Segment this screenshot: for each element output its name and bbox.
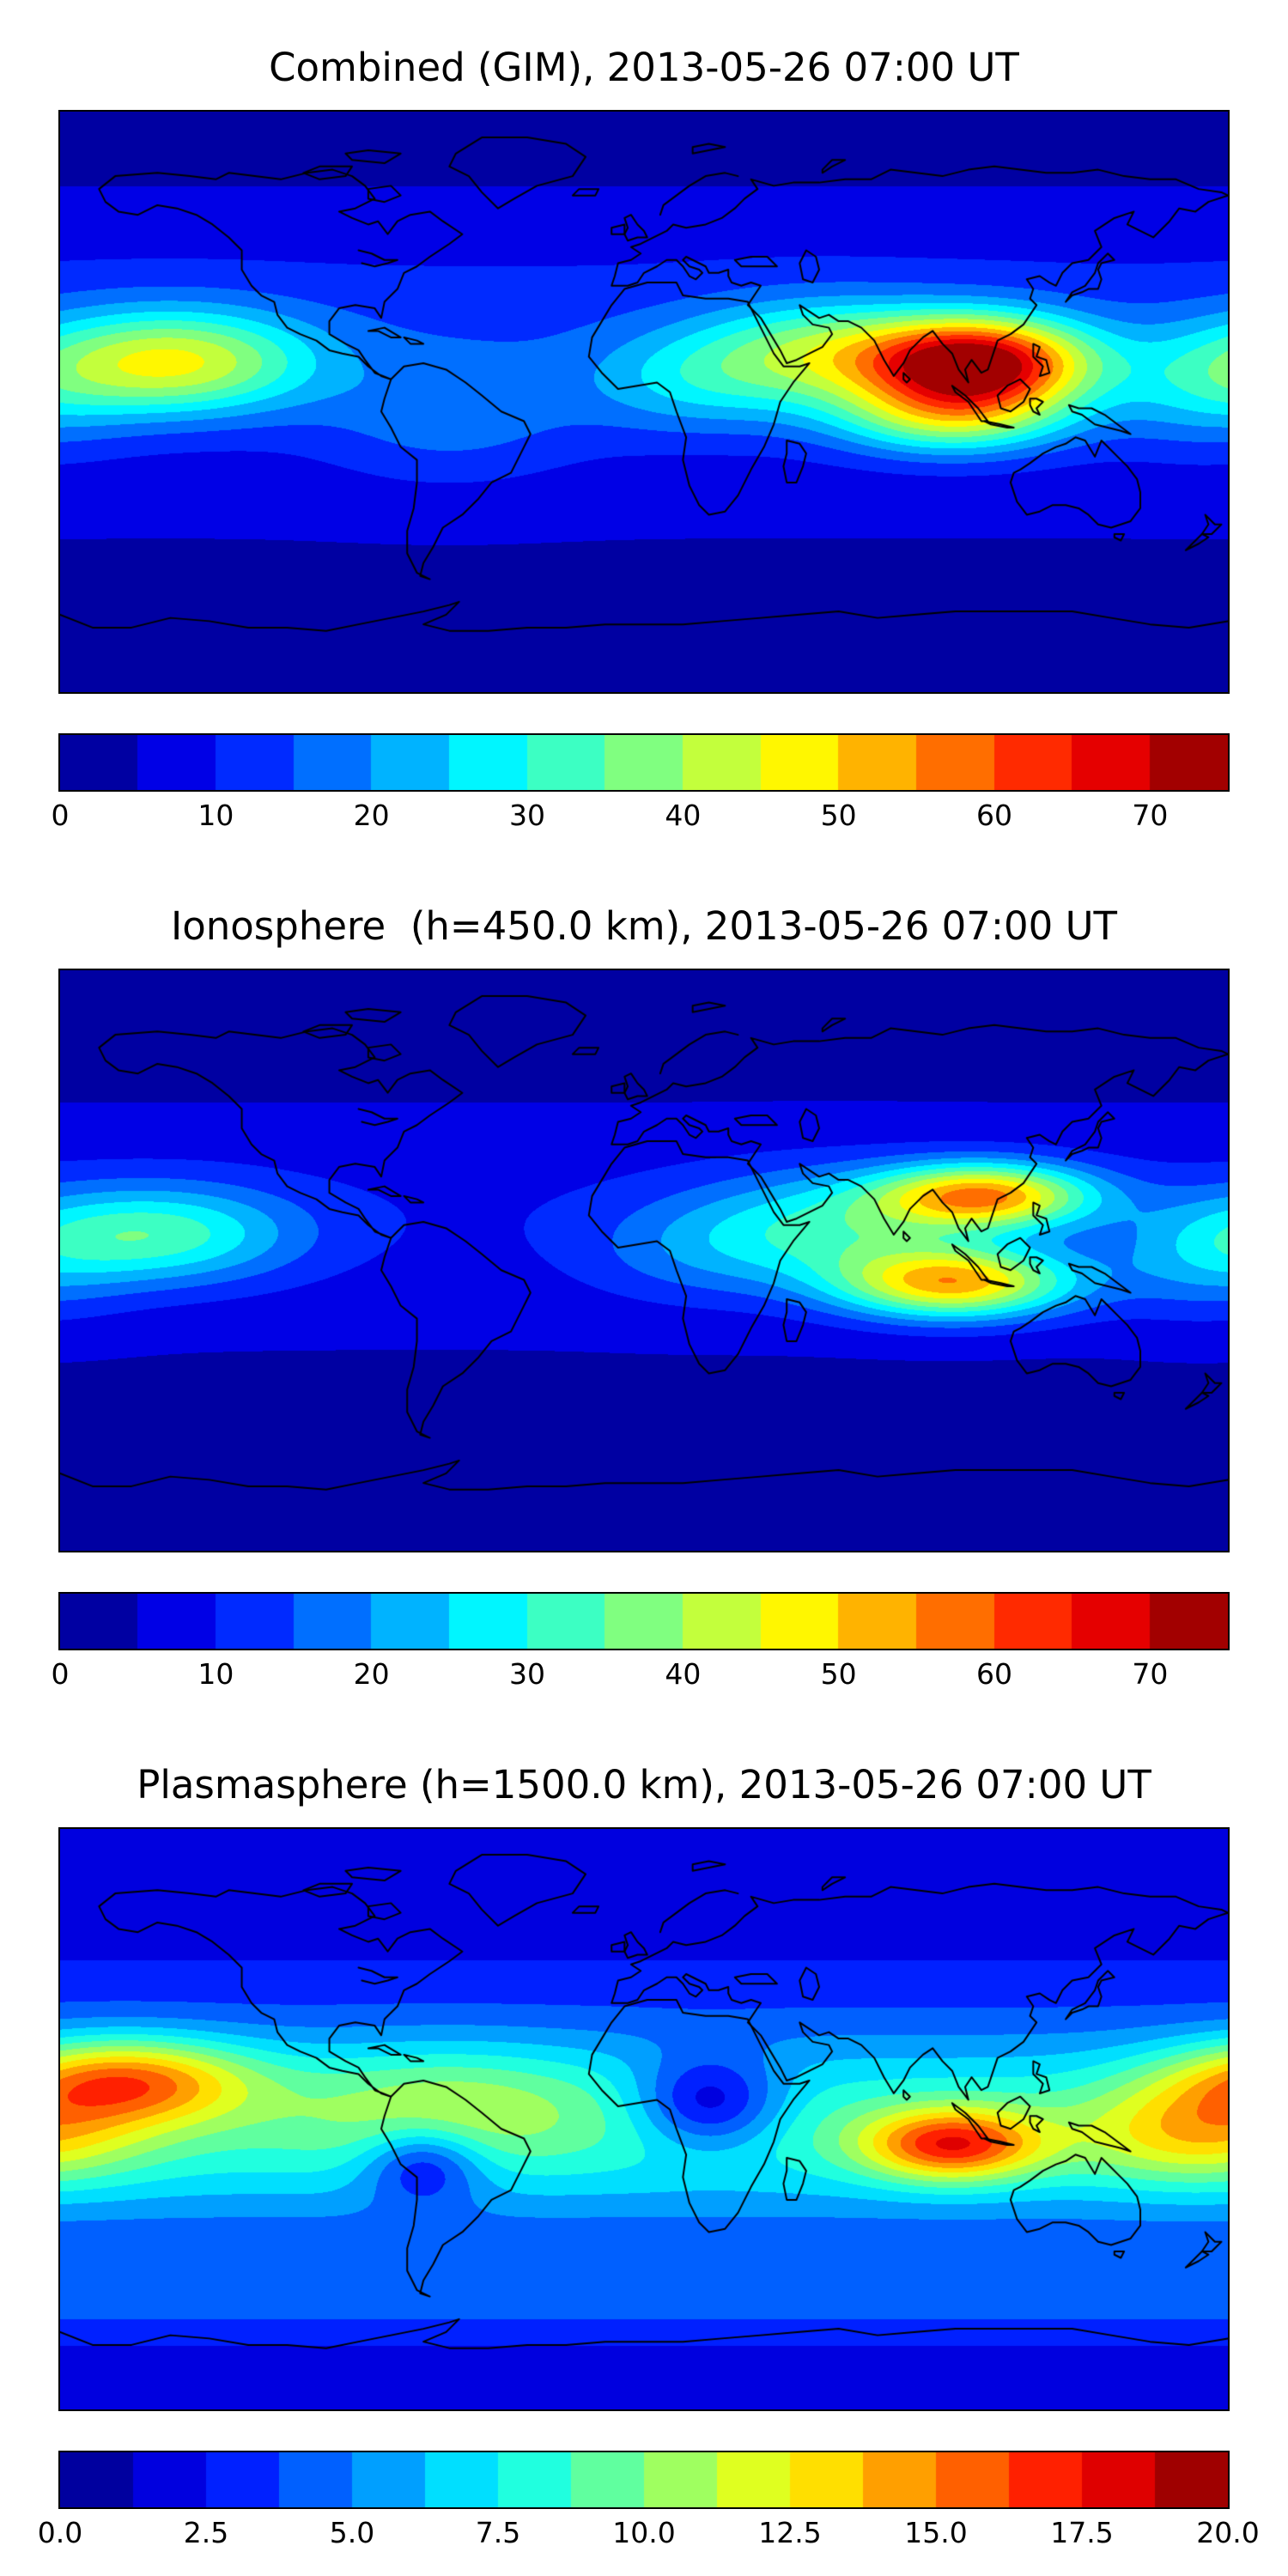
panel-title-plasmasphere: Plasmasphere (h=1500.0 km), 2013-05-26 0…: [137, 1762, 1151, 1807]
colorbar-frame-plasmasphere: [58, 2451, 1230, 2509]
colorbar-tick-label: 0: [51, 799, 70, 832]
colorbar-canvas-combined: [60, 735, 1228, 790]
colorbar-ticks-plasmasphere: 0.0 2.5 5.0 7.5 10.0 12.5 15.0 17.5 20.0: [38, 2516, 1260, 2555]
panel-combined: Combined (GIM), 2013-05-26 07:00 UT 0 10 2…: [0, 0, 1288, 859]
colorbar-tick-label: 7.5: [475, 2516, 521, 2549]
map-frame-plasmasphere: [58, 1827, 1230, 2411]
panel-title-combined: Combined (GIM), 2013-05-26 07:00 UT: [269, 45, 1019, 90]
colorbar-frame-combined: [58, 733, 1230, 792]
map-frame-combined: [58, 110, 1230, 694]
map-canvas-plasmasphere: [60, 1829, 1228, 2409]
panel-plasmasphere: Plasmasphere (h=1500.0 km), 2013-05-26 0…: [0, 1717, 1288, 2576]
colorbar-tick-label: 60: [976, 799, 1012, 832]
colorbar-tick-label: 70: [1132, 799, 1169, 832]
colorbar-tick-label: 70: [1132, 1657, 1169, 1691]
colorbar-canvas-plasmasphere: [60, 2452, 1228, 2507]
colorbar-frame-ionosphere: [58, 1592, 1230, 1650]
colorbar-tick-label: 50: [820, 799, 857, 832]
colorbar-tick-label: 40: [665, 1657, 702, 1691]
panel-ionosphere: Ionosphere (h=450.0 km), 2013-05-26 07:0…: [0, 859, 1288, 1717]
colorbar-tick-label: 15.0: [904, 2516, 968, 2549]
colorbar-tick-label: 5.0: [329, 2516, 375, 2549]
colorbar-tick-label: 20: [353, 799, 390, 832]
colorbar-tick-label: 60: [976, 1657, 1012, 1691]
colorbar-canvas-ionosphere: [60, 1594, 1228, 1649]
colorbar-tick-label: 0.0: [37, 2516, 83, 2549]
map-canvas-ionosphere: [60, 970, 1228, 1551]
map-frame-ionosphere: [58, 969, 1230, 1552]
colorbar-tick-label: 10.0: [612, 2516, 676, 2549]
colorbar-tick-label: 17.5: [1050, 2516, 1114, 2549]
colorbar-tick-label: 50: [820, 1657, 857, 1691]
colorbar-tick-label: 30: [509, 1657, 545, 1691]
colorbar-tick-label: 0: [51, 1657, 70, 1691]
colorbar-ticks-ionosphere: 0 10 20 30 40 50 60 70: [52, 1657, 1228, 1697]
map-canvas-combined: [60, 112, 1228, 692]
colorbar-tick-label: 12.5: [758, 2516, 822, 2549]
panel-title-ionosphere: Ionosphere (h=450.0 km), 2013-05-26 07:0…: [170, 903, 1118, 949]
colorbar-tick-label: 30: [509, 799, 545, 832]
colorbar-tick-label: 2.5: [183, 2516, 229, 2549]
colorbar-tick-label: 40: [665, 799, 702, 832]
colorbar-ticks-combined: 0 10 20 30 40 50 60 70: [52, 799, 1228, 838]
colorbar-tick-label: 20.0: [1196, 2516, 1260, 2549]
colorbar-tick-label: 20: [353, 1657, 390, 1691]
colorbar-tick-label: 10: [197, 1657, 234, 1691]
colorbar-tick-label: 10: [197, 799, 234, 832]
